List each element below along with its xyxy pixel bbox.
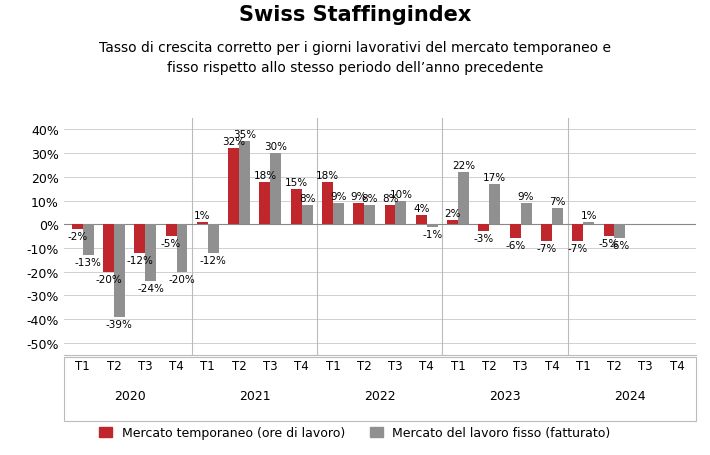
Text: -6%: -6% — [505, 241, 525, 251]
Bar — [510, 225, 520, 239]
Bar — [290, 189, 302, 225]
Bar — [541, 225, 552, 241]
Text: 10%: 10% — [390, 189, 413, 199]
Text: -7%: -7% — [536, 243, 557, 253]
Text: -7%: -7% — [567, 243, 588, 253]
Bar — [239, 142, 250, 225]
Bar — [259, 182, 271, 225]
Bar — [395, 201, 406, 225]
Bar — [520, 203, 532, 225]
Text: -3%: -3% — [474, 234, 494, 244]
Text: 8%: 8% — [361, 194, 378, 204]
Bar — [103, 225, 114, 272]
Bar — [177, 225, 187, 272]
Bar — [427, 225, 438, 227]
Text: -6%: -6% — [610, 241, 630, 251]
Text: 9%: 9% — [351, 192, 367, 202]
Text: -13%: -13% — [75, 258, 102, 268]
Text: 9%: 9% — [330, 192, 346, 202]
Bar — [208, 225, 219, 253]
Text: 17%: 17% — [484, 173, 506, 182]
Bar — [72, 225, 82, 229]
Text: -2%: -2% — [67, 232, 87, 241]
Text: Tasso di crescita corretto per i giorni lavorativi del mercato temporaneo e
fiss: Tasso di crescita corretto per i giorni … — [99, 41, 611, 74]
Text: 22%: 22% — [452, 161, 475, 171]
Text: -12%: -12% — [126, 255, 153, 265]
Text: -1%: -1% — [422, 229, 442, 239]
Text: Swiss Staffingindex: Swiss Staffingindex — [239, 5, 471, 25]
Text: 2023: 2023 — [489, 389, 521, 402]
Bar — [146, 225, 156, 282]
Text: -5%: -5% — [599, 238, 619, 248]
Bar — [333, 203, 344, 225]
Text: 9%: 9% — [518, 192, 535, 202]
Bar — [322, 182, 333, 225]
Bar — [197, 222, 208, 225]
Bar — [416, 215, 427, 225]
Text: 32%: 32% — [222, 137, 245, 147]
Text: 2022: 2022 — [364, 389, 395, 402]
Text: -39%: -39% — [106, 319, 133, 329]
Bar — [572, 225, 583, 241]
Bar — [271, 154, 281, 225]
Text: 4%: 4% — [413, 203, 430, 213]
Text: -20%: -20% — [95, 274, 122, 284]
Bar — [447, 220, 458, 225]
Bar — [552, 208, 563, 225]
Bar — [165, 225, 177, 237]
Text: 8%: 8% — [382, 194, 398, 204]
Text: 8%: 8% — [299, 194, 315, 204]
Bar — [228, 149, 239, 225]
Bar — [354, 203, 364, 225]
Text: -5%: -5% — [161, 238, 181, 248]
Text: 30%: 30% — [264, 142, 288, 152]
Legend: Mercato temporaneo (ore di lavoro), Mercato del lavoro fisso (fatturato): Mercato temporaneo (ore di lavoro), Merc… — [94, 421, 616, 444]
Bar — [82, 225, 94, 256]
Text: 18%: 18% — [253, 170, 276, 180]
Bar — [302, 206, 312, 225]
Bar — [114, 225, 125, 317]
Text: -24%: -24% — [137, 283, 164, 293]
Bar — [479, 225, 489, 232]
Text: 2020: 2020 — [114, 389, 146, 402]
Text: 7%: 7% — [549, 197, 566, 206]
Bar — [604, 225, 614, 237]
Bar — [583, 222, 594, 225]
Bar — [489, 185, 501, 225]
Bar — [385, 206, 395, 225]
Text: 2021: 2021 — [239, 389, 271, 402]
Text: 18%: 18% — [316, 170, 339, 180]
Bar — [134, 225, 146, 253]
Bar — [458, 173, 469, 225]
Text: 35%: 35% — [233, 130, 256, 140]
Bar — [614, 225, 626, 239]
Text: 1%: 1% — [580, 211, 597, 221]
Text: 2%: 2% — [444, 208, 461, 218]
Text: 1%: 1% — [194, 211, 211, 221]
Bar — [364, 206, 375, 225]
Text: -12%: -12% — [200, 255, 226, 265]
Text: 2024: 2024 — [614, 389, 646, 402]
Text: 15%: 15% — [285, 177, 307, 187]
Text: -20%: -20% — [168, 274, 195, 284]
